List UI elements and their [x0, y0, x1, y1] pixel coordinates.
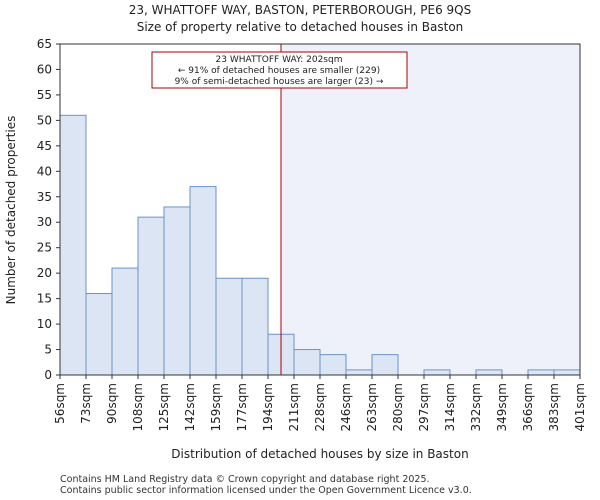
- y-tick-label: 25: [37, 241, 52, 255]
- footer-line1: Contains HM Land Registry data © Crown c…: [60, 474, 430, 485]
- x-tick-label: 366sqm: [521, 383, 535, 431]
- bar-73sqm: [85, 293, 113, 376]
- x-tick-label: 297sqm: [417, 383, 431, 431]
- y-tick-label: 50: [37, 113, 52, 127]
- y-tick-label: 5: [44, 343, 52, 357]
- y-tick-label: 35: [37, 190, 52, 204]
- x-tick-label: 194sqm: [261, 383, 275, 431]
- x-tick-label: 401sqm: [573, 383, 587, 431]
- x-tick-label: 142sqm: [183, 383, 197, 431]
- y-tick-label: 10: [37, 317, 52, 331]
- bar-246sqm: [345, 369, 373, 376]
- x-tick-label: 314sqm: [443, 383, 457, 431]
- x-tick-label: 108sqm: [131, 383, 145, 431]
- bar-383sqm: [553, 369, 581, 376]
- x-tick-label: 332sqm: [469, 383, 483, 431]
- right-shaded-region: [281, 44, 580, 375]
- y-axis-ticks: 0 5 10 15 20 25 30 35 40 45 50 55 60 65: [37, 37, 60, 382]
- footer-attribution: Contains HM Land Registry data © Crown c…: [60, 474, 472, 496]
- x-tick-label: 56sqm: [53, 383, 67, 424]
- bar-142sqm: [189, 186, 217, 376]
- bar-108sqm: [137, 216, 165, 376]
- y-tick-label: 65: [37, 37, 52, 51]
- bar-90sqm: [111, 267, 139, 376]
- bar-159sqm: [215, 277, 243, 376]
- bar-297sqm: [423, 369, 451, 376]
- x-tick-label: 177sqm: [235, 383, 249, 431]
- bars-group: [59, 114, 581, 376]
- x-tick-label: 280sqm: [391, 383, 405, 431]
- x-tick-label: 246sqm: [339, 383, 353, 431]
- y-tick-label: 60: [37, 62, 52, 76]
- x-tick-label: 211sqm: [287, 383, 301, 431]
- y-tick-label: 45: [37, 139, 52, 153]
- annotation-line1: 23 WHATTOFF WAY: 202sqm: [216, 55, 343, 65]
- x-tick-label: 125sqm: [157, 383, 171, 431]
- y-tick-label: 40: [37, 164, 52, 178]
- footer-line2: Contains public sector information licen…: [60, 485, 472, 496]
- x-tick-label: 263sqm: [365, 383, 379, 431]
- x-axis-ticks: 56sqm 73sqm 90sqm 108sqm 125sqm 142sqm 159sqm 1…: [53, 375, 587, 431]
- chart-title-line2: Size of property relative to detached ho…: [137, 20, 464, 34]
- bar-125sqm: [163, 206, 191, 376]
- annotation-line2: ← 91% of detached houses are smaller (22…: [178, 66, 380, 76]
- x-tick-label: 383sqm: [547, 383, 561, 431]
- y-tick-label: 15: [37, 292, 52, 306]
- bar-332sqm: [475, 369, 503, 376]
- annotation-box: 23 WHATTOFF WAY: 202sqm ← 91% of detache…: [151, 51, 408, 89]
- bar-228sqm: [319, 354, 347, 376]
- chart-title-line1: 23, WHATTOFF WAY, BASTON, PETERBOROUGH, …: [129, 3, 471, 17]
- y-axis-label: Number of detached properties: [4, 116, 18, 305]
- y-tick-label: 30: [37, 215, 52, 229]
- bar-263sqm: [371, 354, 399, 376]
- bar-366sqm: [527, 369, 555, 376]
- y-tick-label: 55: [37, 88, 52, 102]
- x-tick-label: 73sqm: [79, 383, 93, 424]
- bar-56sqm: [59, 114, 87, 376]
- x-tick-label: 90sqm: [105, 383, 119, 424]
- x-axis-label: Distribution of detached houses by size …: [171, 447, 468, 461]
- annotation-line3: 9% of semi-detached houses are larger (2…: [175, 77, 384, 87]
- bar-177sqm: [241, 277, 269, 376]
- x-tick-label: 159sqm: [209, 383, 223, 431]
- x-tick-label: 349sqm: [495, 383, 509, 431]
- y-tick-label: 20: [37, 266, 52, 280]
- bar-211sqm: [293, 349, 321, 376]
- x-tick-label: 228sqm: [313, 383, 327, 431]
- y-tick-label: 0: [44, 368, 52, 382]
